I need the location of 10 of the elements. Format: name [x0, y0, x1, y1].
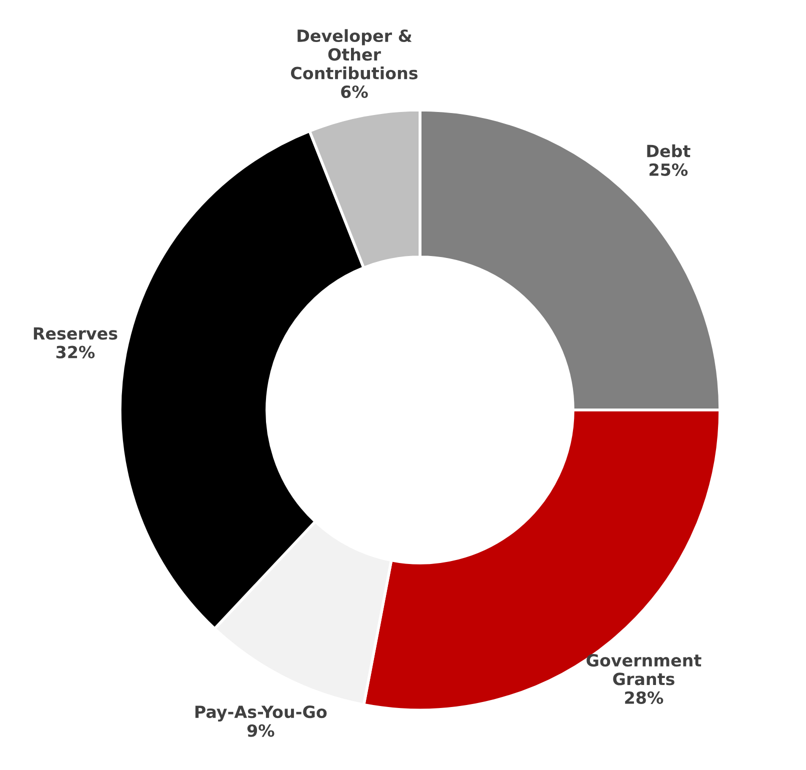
data-label: 28% — [625, 691, 664, 704]
data-label: 9% — [247, 724, 274, 737]
slice-label: Reserves — [34, 327, 118, 340]
data-label: 6% — [341, 85, 368, 98]
slice-label: Developer & Other Contributions — [290, 29, 418, 80]
slice-label: Pay-As-You-Go — [195, 706, 327, 722]
slice-label: Government Grants — [586, 654, 702, 686]
slice-label: Debt — [647, 144, 690, 158]
data-label: 32% — [56, 346, 95, 358]
data-label: 25% — [650, 163, 688, 176]
